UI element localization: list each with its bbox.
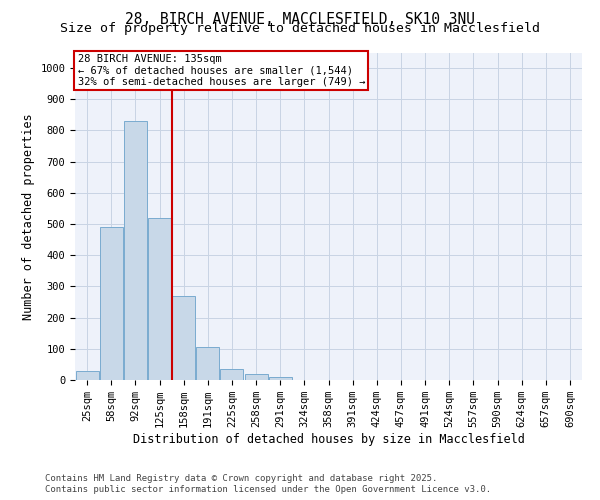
Bar	[100, 227, 122, 380]
Bar	[148, 218, 171, 380]
Bar	[245, 374, 268, 380]
Bar	[124, 121, 147, 380]
Text: Size of property relative to detached houses in Macclesfield: Size of property relative to detached ho…	[60, 22, 540, 35]
Y-axis label: Number of detached properties: Number of detached properties	[22, 113, 35, 320]
Bar	[76, 370, 98, 380]
X-axis label: Distribution of detached houses by size in Macclesfield: Distribution of detached houses by size …	[133, 433, 524, 446]
Text: 28 BIRCH AVENUE: 135sqm
← 67% of detached houses are smaller (1,544)
32% of semi: 28 BIRCH AVENUE: 135sqm ← 67% of detache…	[77, 54, 365, 88]
Bar	[172, 296, 195, 380]
Bar	[220, 369, 244, 380]
Bar	[196, 347, 219, 380]
Text: 28, BIRCH AVENUE, MACCLESFIELD, SK10 3NU: 28, BIRCH AVENUE, MACCLESFIELD, SK10 3NU	[125, 12, 475, 28]
Text: Contains HM Land Registry data © Crown copyright and database right 2025.
Contai: Contains HM Land Registry data © Crown c…	[45, 474, 491, 494]
Bar	[269, 377, 292, 380]
